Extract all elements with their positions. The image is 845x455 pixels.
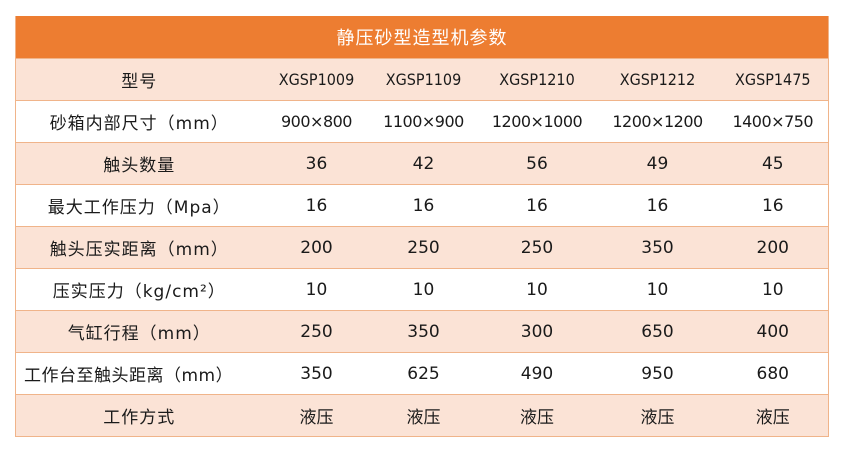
cell-value: 1200×1000 — [476, 100, 598, 143]
cell-value: XGSP1210 — [476, 58, 598, 101]
row-label: 工作方式 — [15, 394, 263, 437]
cell-value: 56 — [476, 142, 598, 185]
cell-value: 950 — [597, 352, 718, 395]
cell-value: 36 — [262, 142, 371, 185]
table-row-compaction-distance: 触头压实距离（mm） 200 250 250 350 200 — [15, 226, 829, 269]
row-label: 工作台至触头距离（mm） — [15, 352, 263, 395]
cell-value: 16 — [370, 184, 477, 227]
cell-value: 490 — [476, 352, 598, 395]
row-label: 压实压力（kg/cm²） — [15, 268, 263, 311]
cell-value: 400 — [717, 310, 829, 353]
cell-value: 16 — [476, 184, 598, 227]
cell-value: 1200×1200 — [597, 100, 718, 143]
cell-value: XGSP1475 — [717, 58, 829, 101]
cell-value: 250 — [476, 226, 598, 269]
row-label: 触头数量 — [15, 142, 263, 185]
table-row-cylinder-stroke: 气缸行程（mm） 250 350 300 650 400 — [15, 310, 829, 353]
cell-value: 300 — [476, 310, 598, 353]
row-label: 气缸行程（mm） — [15, 310, 263, 353]
cell-value: XGSP1212 — [597, 58, 718, 101]
row-label: 砂箱内部尺寸（mm） — [15, 100, 263, 143]
row-label: 触头压实距离（mm） — [15, 226, 263, 269]
cell-value: 49 — [597, 142, 718, 185]
cell-value: 液压 — [717, 394, 829, 437]
cell-value: 10 — [476, 268, 598, 311]
cell-value: 16 — [262, 184, 371, 227]
table-row-max-pressure: 最大工作压力（Mpa） 16 16 16 16 16 — [15, 184, 829, 227]
cell-value: XGSP1109 — [370, 58, 477, 101]
cell-value: 350 — [597, 226, 718, 269]
cell-value: 10 — [370, 268, 477, 311]
cell-value: 1400×750 — [717, 100, 829, 143]
cell-value: 液压 — [476, 394, 598, 437]
cell-value: 液压 — [597, 394, 718, 437]
table-title-row: 静压砂型造型机参数 — [15, 16, 829, 59]
cell-value: 液压 — [370, 394, 477, 437]
cell-value: 42 — [370, 142, 477, 185]
sand-molding-machine-spec-table: 静压砂型造型机参数 型号 XGSP1009 XGSP1109 XGSP1210 … — [15, 16, 830, 437]
cell-value: 625 — [370, 352, 477, 395]
table-row-table-to-contact-distance: 工作台至触头距离（mm） 350 625 490 950 680 — [15, 352, 829, 395]
cell-value: 250 — [262, 310, 371, 353]
table-title: 静压砂型造型机参数 — [15, 16, 829, 59]
cell-value: 10 — [597, 268, 718, 311]
table-row-model: 型号 XGSP1009 XGSP1109 XGSP1210 XGSP1212 X… — [15, 58, 829, 101]
table-row-compaction-pressure: 压实压力（kg/cm²） 10 10 10 10 10 — [15, 268, 829, 311]
table-row-contact-count: 触头数量 36 42 56 49 45 — [15, 142, 829, 185]
row-label: 最大工作压力（Mpa） — [15, 184, 263, 227]
cell-value: 16 — [597, 184, 718, 227]
cell-value: 250 — [370, 226, 477, 269]
cell-value: 1100×900 — [370, 100, 477, 143]
row-label: 型号 — [15, 58, 263, 101]
cell-value: 200 — [717, 226, 829, 269]
cell-value: 45 — [717, 142, 829, 185]
cell-value: XGSP1009 — [262, 58, 371, 101]
cell-value: 200 — [262, 226, 371, 269]
cell-value: 680 — [717, 352, 829, 395]
cell-value: 900×800 — [262, 100, 371, 143]
cell-value: 液压 — [262, 394, 371, 437]
cell-value: 650 — [597, 310, 718, 353]
cell-value: 10 — [262, 268, 371, 311]
cell-value: 10 — [717, 268, 829, 311]
cell-value: 350 — [370, 310, 477, 353]
cell-value: 16 — [717, 184, 829, 227]
cell-value: 350 — [262, 352, 371, 395]
table-row-flask-size: 砂箱内部尺寸（mm） 900×800 1100×900 1200×1000 12… — [15, 100, 829, 143]
table-row-operation-mode: 工作方式 液压 液压 液压 液压 液压 — [15, 394, 829, 437]
